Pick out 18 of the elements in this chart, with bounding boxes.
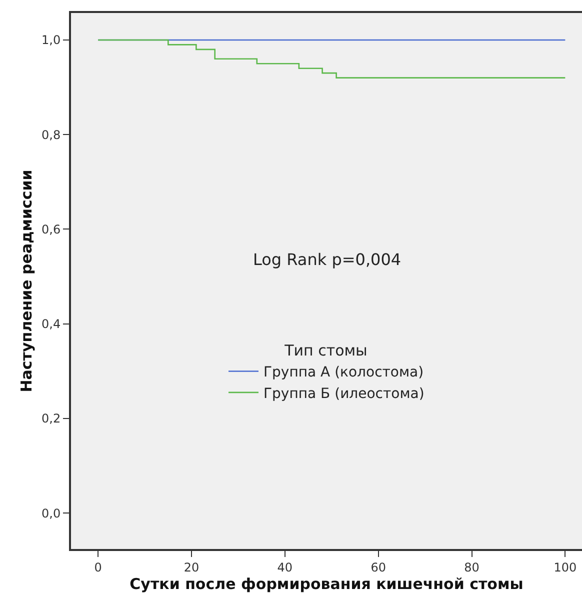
x-tick-label: 80 xyxy=(464,560,480,574)
legend-label: Группа Б (илеостома) xyxy=(264,386,424,402)
y-tick-label: 0,0 xyxy=(42,506,61,520)
x-tick-label: 20 xyxy=(184,560,200,574)
legend-label: Группа А (колостома) xyxy=(264,364,424,381)
x-tick-label: 100 xyxy=(554,560,577,574)
y-tick-label: 0,2 xyxy=(42,412,61,426)
y-tick-label: 0,4 xyxy=(42,317,61,332)
y-tick-label: 0,6 xyxy=(42,222,61,236)
y-tick-label: 1,0 xyxy=(42,33,61,48)
annotation: Log Rank p=0,004 xyxy=(253,250,402,269)
x-axis-title: Сутки после формирования кишечной стомы xyxy=(130,575,524,593)
legend-title: Тип стомы xyxy=(284,342,368,360)
x-tick-label: 60 xyxy=(370,560,386,574)
x-tick-label: 40 xyxy=(277,560,293,574)
x-tick-label: 0 xyxy=(94,560,102,574)
y-axis-title: Наступление реадмиссии xyxy=(17,170,36,392)
y-tick-label: 0,8 xyxy=(42,128,61,142)
